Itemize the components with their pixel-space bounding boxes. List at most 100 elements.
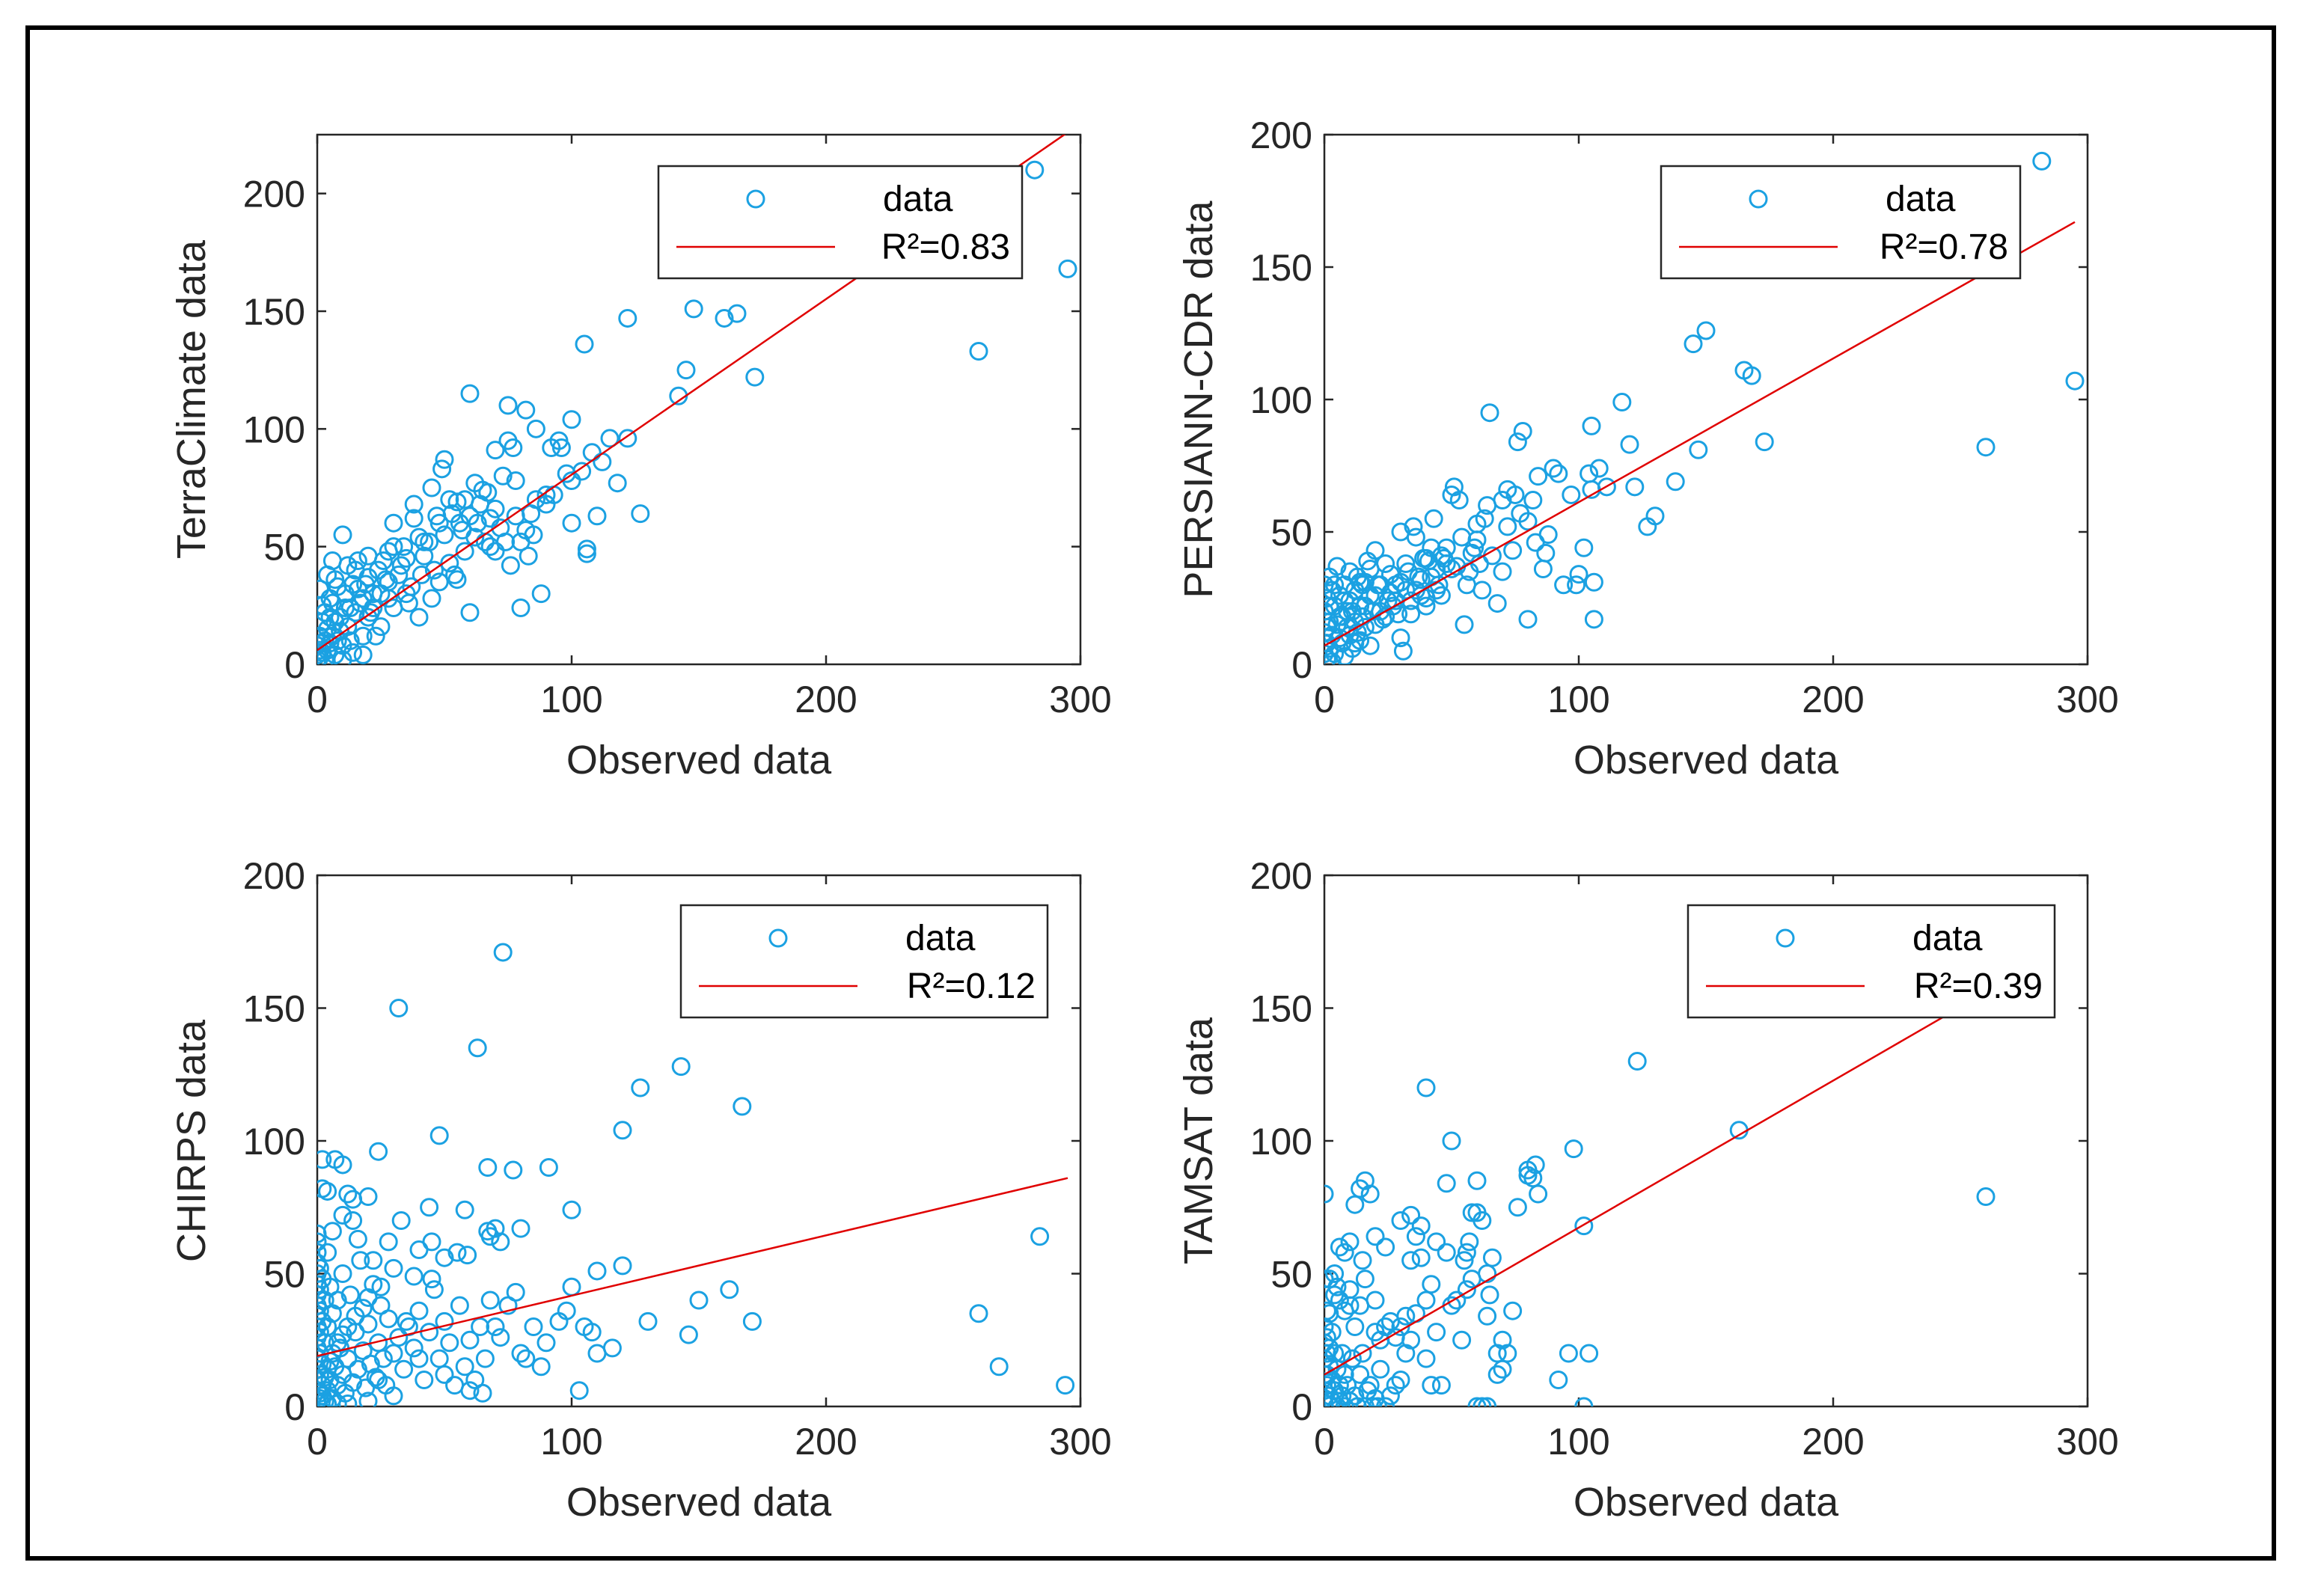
terraclimate-data-point — [522, 504, 541, 524]
tamsat-data-point — [1427, 1323, 1446, 1342]
tamsat-ytick-label: 150 — [1250, 988, 1312, 1030]
terraclimate-data-point — [562, 513, 581, 533]
terraclimate-data-point — [480, 509, 500, 528]
chirps-xtick-label: 100 — [540, 1421, 602, 1463]
terraclimate-data-point — [389, 565, 409, 584]
persiann-data-point — [1584, 572, 1603, 592]
persiann-data-point — [1755, 432, 1774, 452]
tamsat-legend-marker-icon — [1776, 928, 1795, 948]
persiann-xtick-label: 100 — [1547, 679, 1609, 720]
chirps-data-point — [613, 1121, 632, 1140]
tamsat-data-point — [1416, 1078, 1436, 1097]
terraclimate-data-point — [420, 532, 439, 551]
tamsat-data-point — [1462, 1270, 1481, 1289]
chirps-data-point — [587, 1261, 607, 1281]
chirps-data-point — [1030, 1227, 1050, 1246]
persiann-data-point — [1391, 628, 1410, 648]
tamsat-legend-r2-label: R²=0.39 — [1914, 967, 2043, 1006]
terraclimate-data-point — [587, 506, 607, 526]
persiann-data-point — [1330, 607, 1349, 626]
persiann-data-point — [1493, 562, 1512, 581]
tamsat-data-point — [1559, 1344, 1578, 1363]
persiann-ylabel: PERSIANN-CDR data — [1176, 200, 1221, 598]
tamsat-xtick-label: 0 — [1314, 1421, 1335, 1463]
tamsat-data-point — [1351, 1365, 1370, 1384]
chirps-data-point — [491, 1232, 510, 1252]
tamsat-data-point — [1371, 1359, 1390, 1379]
chirps-data-point — [504, 1160, 523, 1180]
tamsat-data-point — [1335, 1397, 1354, 1406]
terraclimate-data-point — [440, 490, 459, 509]
terraclimate-data-point — [422, 478, 441, 497]
chirps-data-point — [511, 1219, 530, 1238]
chirps-data-point — [429, 1126, 449, 1145]
terraclimate-data-point — [340, 598, 360, 617]
persiann-data-point — [1437, 554, 1456, 573]
chirps-data-point — [455, 1200, 474, 1219]
persiann-data-point — [1503, 541, 1523, 560]
tamsat-data-point — [1416, 1349, 1436, 1368]
tamsat-xlabel: Observed data — [1574, 1480, 1839, 1525]
tamsat-data-point — [1452, 1330, 1472, 1350]
terraclimate-ytick-label: 200 — [243, 174, 305, 215]
chirps-data-point — [333, 1155, 352, 1175]
chirps-data-point — [338, 1184, 358, 1204]
terraclimate-data-point — [684, 299, 703, 319]
chirps-data-point — [409, 1349, 429, 1368]
persiann-data-point — [1360, 560, 1380, 579]
tamsat-data-point — [1480, 1285, 1499, 1305]
persiann-chart: 0 100 200 300 0 50 100 150 200 Observed data PERSI… — [1176, 114, 2119, 783]
chirps-legend-data-label: data — [905, 919, 976, 958]
persiann-legend-data-label: data — [1886, 180, 1956, 219]
chirps-data-point — [317, 1301, 329, 1320]
terraclimate-data-point — [429, 572, 449, 592]
terraclimate-data-point — [455, 542, 474, 561]
tamsat-data-point — [1324, 1270, 1339, 1289]
tamsat-data-point — [1493, 1359, 1512, 1379]
terraclimate-data-point — [317, 596, 332, 615]
persiann-data-point — [1389, 604, 1408, 624]
terraclimate-data-point — [727, 304, 747, 323]
chirps-data-point — [379, 1232, 398, 1252]
terraclimate-data-point — [480, 537, 500, 557]
tamsat-data-point — [1518, 1160, 1538, 1180]
tamsat-data-point — [1353, 1344, 1372, 1363]
chirps-data-point — [317, 1243, 327, 1262]
chirps-data-point — [506, 1282, 525, 1302]
chirps-data-point — [536, 1333, 556, 1353]
chirps-data-point — [969, 1304, 988, 1323]
persiann-xtick-label: 0 — [1314, 679, 1335, 720]
tamsat-data-point — [1427, 1232, 1446, 1252]
chirps-data-point — [318, 1243, 337, 1262]
chirps-ytick-label: 0 — [284, 1386, 305, 1428]
chirps-data-point — [531, 1357, 551, 1377]
terraclimate-data-point — [551, 438, 571, 458]
tamsat-data-point — [1335, 1243, 1354, 1262]
terraclimate-data-point — [542, 438, 561, 458]
tamsat-data-point — [1391, 1371, 1410, 1389]
persiann-data-point — [1401, 604, 1421, 624]
terraclimate-chart: 0 100 200 300 0 50 100 150 200 Observed data Terra… — [169, 133, 1112, 783]
terraclimate-data-point — [969, 341, 988, 361]
tamsat-data-point — [1574, 1216, 1594, 1236]
tamsat-data-point — [1478, 1306, 1497, 1326]
chirps-data-point — [340, 1285, 360, 1305]
chirps-fit-line — [317, 1177, 1068, 1357]
chirps-data-point — [613, 1256, 632, 1276]
persiann-legend-r2-label: R²=0.78 — [1880, 227, 2008, 267]
chirps-data-point — [638, 1311, 658, 1331]
tamsat-data-point — [1627, 1052, 1647, 1071]
tamsat-data-point — [1482, 1248, 1502, 1267]
chirps-data-point — [317, 1179, 332, 1198]
terraclimate-legend-data-label: data — [883, 180, 953, 219]
terraclimate-data-point — [516, 400, 536, 420]
persiann-data-point — [1620, 435, 1639, 454]
chirps-legend-r2-label: R²=0.12 — [907, 967, 1036, 1006]
terraclimate-data-point — [455, 490, 474, 509]
chirps-data-point — [358, 1391, 378, 1406]
chirps-data-point — [447, 1243, 467, 1262]
terraclimate-data-point — [618, 429, 637, 448]
tamsat-data-point — [1324, 1344, 1336, 1363]
chirps-data-point — [404, 1338, 423, 1358]
chirps-data-point — [348, 1229, 367, 1249]
